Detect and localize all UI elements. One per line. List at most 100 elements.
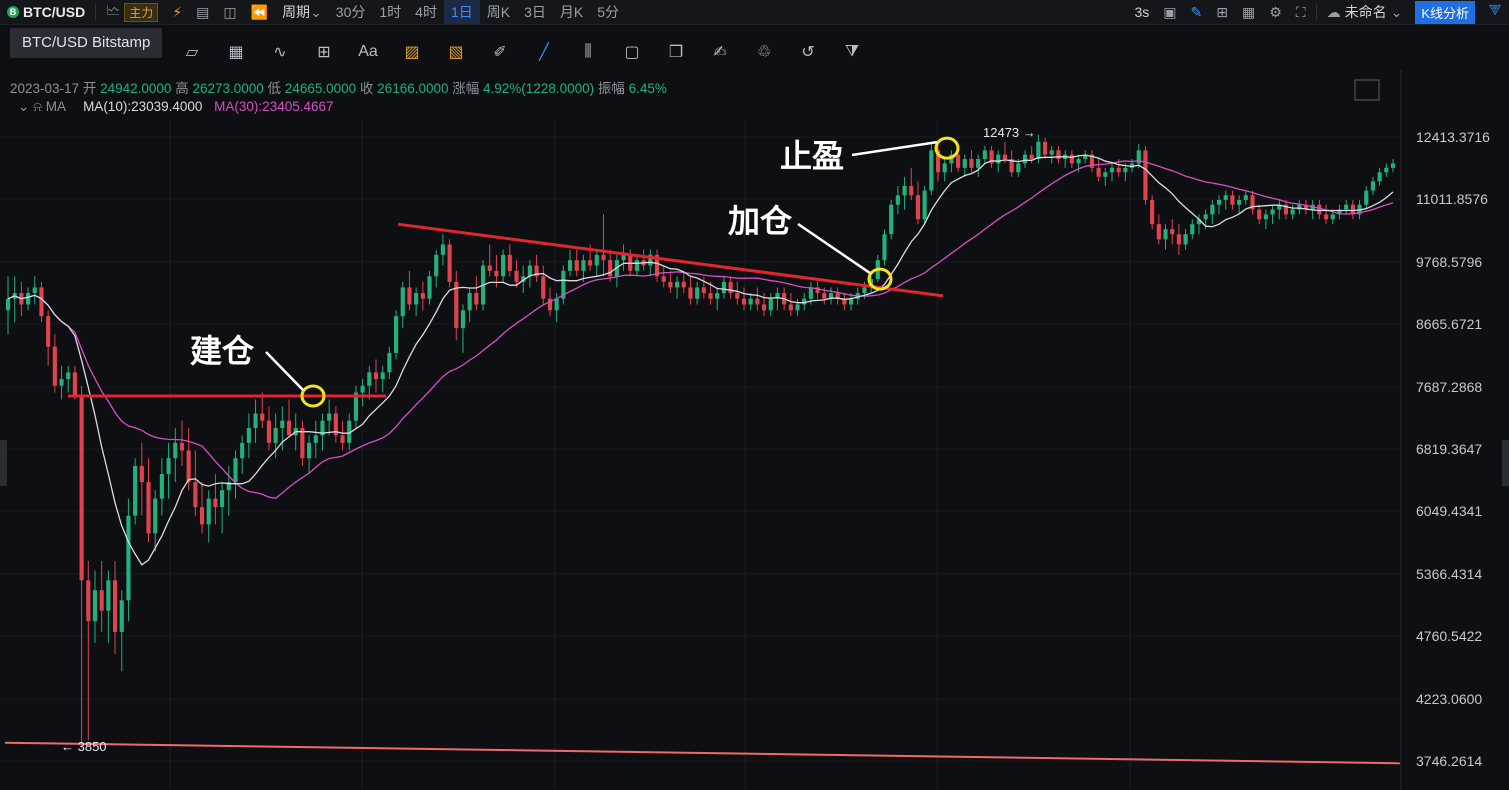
collapse-icon[interactable]: ⌄ (18, 99, 30, 114)
magnet-icon: ↺ (801, 44, 815, 61)
candle-body (514, 270, 519, 282)
screenshot-button[interactable]: ▣ (1156, 0, 1183, 24)
brush-tool[interactable]: ✐ (478, 42, 522, 62)
candle-body (353, 392, 358, 421)
calculator-icon: ▦ (1241, 3, 1256, 20)
pattern-tool[interactable]: ∿ (258, 42, 302, 62)
share-button[interactable]: ⮗ (1481, 0, 1509, 24)
candle-body (434, 254, 439, 277)
candle-body (1223, 195, 1228, 200)
annotation-pointer-line (265, 351, 304, 391)
trendline-tool[interactable]: ╱ (522, 42, 566, 62)
support-line (4, 741, 1401, 765)
candle-body (715, 293, 720, 299)
interval-1d[interactable]: 1日 (443, 0, 480, 24)
candle-body (708, 293, 713, 299)
rewind-button[interactable]: ⏪ (244, 0, 275, 24)
candle-body (581, 260, 586, 271)
refresh-interval[interactable]: 3s (1134, 4, 1150, 20)
candle-body (808, 287, 813, 299)
candle-body (1384, 167, 1389, 173)
rectangle-tool[interactable]: ▱ (170, 42, 214, 62)
entry-marker-circle (300, 384, 326, 408)
candle-body (1277, 204, 1282, 210)
edit-tool[interactable]: ✍ (698, 42, 742, 62)
candle-body (949, 154, 954, 164)
candles-tool[interactable]: ⫼ (566, 43, 610, 61)
symbol-selector[interactable]: B BTC/USD (0, 0, 92, 24)
draw-button[interactable]: ✎ (1184, 0, 1210, 24)
low-value: 24665.0000 (284, 81, 357, 96)
annotation-pointer-line (797, 222, 871, 275)
filter-tool[interactable]: ⧩ (830, 43, 874, 61)
chevron-down-icon: ⌄ (1390, 3, 1403, 20)
candle-body (701, 287, 706, 294)
candle-body (112, 580, 118, 632)
candle-body (1136, 150, 1141, 164)
top-toolbar: B BTC/USD 🗠 主力 ⚡ ▤ ◫ ⏪ 周期 ⌄ 30分 1时 4时 1日… (0, 0, 1509, 25)
candle-body (1089, 154, 1094, 168)
interval-5m[interactable]: 5分 (597, 4, 620, 20)
interval-1h[interactable]: 1时 (379, 4, 402, 20)
high-label: 高 (175, 81, 189, 96)
lock-tool[interactable]: ▢ (610, 42, 654, 62)
candle-body (1344, 204, 1349, 210)
candle-body (360, 385, 365, 393)
ruler-tool[interactable]: ▨ (390, 42, 434, 62)
main-indicator-toggle[interactable]: 🗠 主力 (99, 0, 165, 24)
candle-body (788, 304, 793, 311)
trendline-icon: ╱ (539, 44, 549, 61)
symbol-label: BTC/USD (23, 4, 86, 20)
layout-button[interactable]: ◫ (216, 0, 243, 24)
interval-4h[interactable]: 4时 (415, 4, 437, 20)
left-panel-handle[interactable] (0, 440, 7, 486)
candle-body (333, 413, 338, 436)
candle-body (39, 287, 44, 317)
candle-body (313, 435, 318, 443)
low-label: 低 (267, 81, 282, 96)
grid-tool[interactable]: ▦ (214, 42, 258, 62)
candle-body (186, 450, 191, 483)
copy-tool[interactable]: ❐ (654, 42, 698, 62)
interval-1w[interactable]: 周K (486, 4, 511, 20)
lightning-button[interactable]: ⚡ (165, 0, 189, 24)
candle-body (307, 442, 312, 459)
candle-body (286, 420, 292, 436)
add-button[interactable]: ⊞ (1209, 0, 1235, 24)
kline-analysis-button[interactable]: K线分析 (1415, 0, 1475, 24)
bell-icon[interactable]: ⍾ (33, 99, 43, 114)
layout-icon: ◫ (223, 3, 237, 20)
candle-body (1163, 229, 1168, 240)
measure-tool[interactable]: ⊞ (302, 42, 346, 62)
zoom-reset-icon[interactable] (1354, 79, 1380, 101)
candle-body (233, 458, 238, 483)
candle-body (601, 254, 606, 261)
fullscreen-button[interactable]: ⛶ (1289, 0, 1313, 24)
candle-body (547, 298, 553, 311)
calendar-button[interactable]: ▤ (189, 0, 216, 24)
interval-1mo[interactable]: 月K (559, 4, 584, 20)
candle-body (1290, 209, 1295, 215)
text-tool[interactable]: Aa (346, 43, 390, 61)
right-panel-handle[interactable] (1502, 440, 1509, 486)
candle-body (996, 154, 1001, 164)
candle-body (1317, 204, 1322, 215)
interval-30m[interactable]: 30分 (335, 4, 366, 20)
candle-body (387, 352, 392, 373)
entry-marker-circle (934, 136, 960, 160)
main-badge: 主力 (124, 2, 159, 22)
calculator-button[interactable]: ▦ (1235, 0, 1262, 24)
copy-icon: ❐ (668, 44, 684, 61)
settings-button[interactable]: ⚙ (1262, 0, 1289, 24)
magnet-tool[interactable]: ↺ (786, 42, 830, 62)
period-dropdown[interactable]: 周期 ⌄ (275, 0, 329, 24)
interval-3d[interactable]: 3日 (524, 4, 546, 20)
candle-body (795, 304, 800, 311)
layout-name-dropdown[interactable]: ☁ 未命名 ⌄ (1320, 0, 1410, 24)
candle-body (153, 498, 158, 534)
candle-body (1016, 163, 1021, 173)
candle-body (929, 150, 934, 191)
delete-tool[interactable]: ♲ (742, 42, 786, 62)
eraser-tool[interactable]: ▧ (434, 42, 478, 62)
